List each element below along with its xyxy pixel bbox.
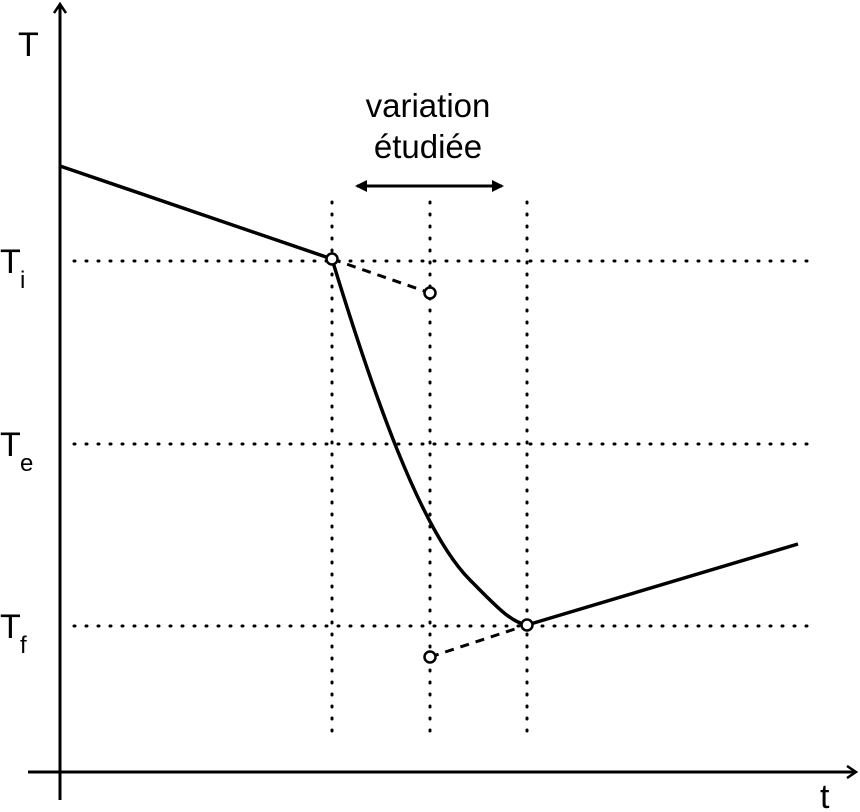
final-extrapolation [429,623,528,659]
level-symbol: T [0,243,21,281]
level-label-te: T e [0,426,33,477]
horizontal-guides [72,259,810,628]
level-symbol: T [0,608,21,646]
initial-extrapolated-marker [423,286,437,300]
annotation-line-1: variation [366,87,491,124]
final-point-marker [520,618,534,632]
temperature-curve [59,164,799,627]
y-axis-label: T [18,26,39,64]
level-label-tf: T f [0,608,27,659]
level-subscript: e [20,450,33,477]
level-subscript: i [20,267,25,294]
x-axis-label: t [820,778,830,812]
initial-point-marker [325,252,339,266]
curve-markers [325,252,534,664]
initial-extrapolation [331,257,431,295]
level-subscript: f [20,632,27,659]
level-label-ti: T i [0,243,25,294]
level-symbol: T [0,426,21,464]
final-extrapolated-marker [423,650,437,664]
annotation-line-2: étudiée [374,128,482,165]
